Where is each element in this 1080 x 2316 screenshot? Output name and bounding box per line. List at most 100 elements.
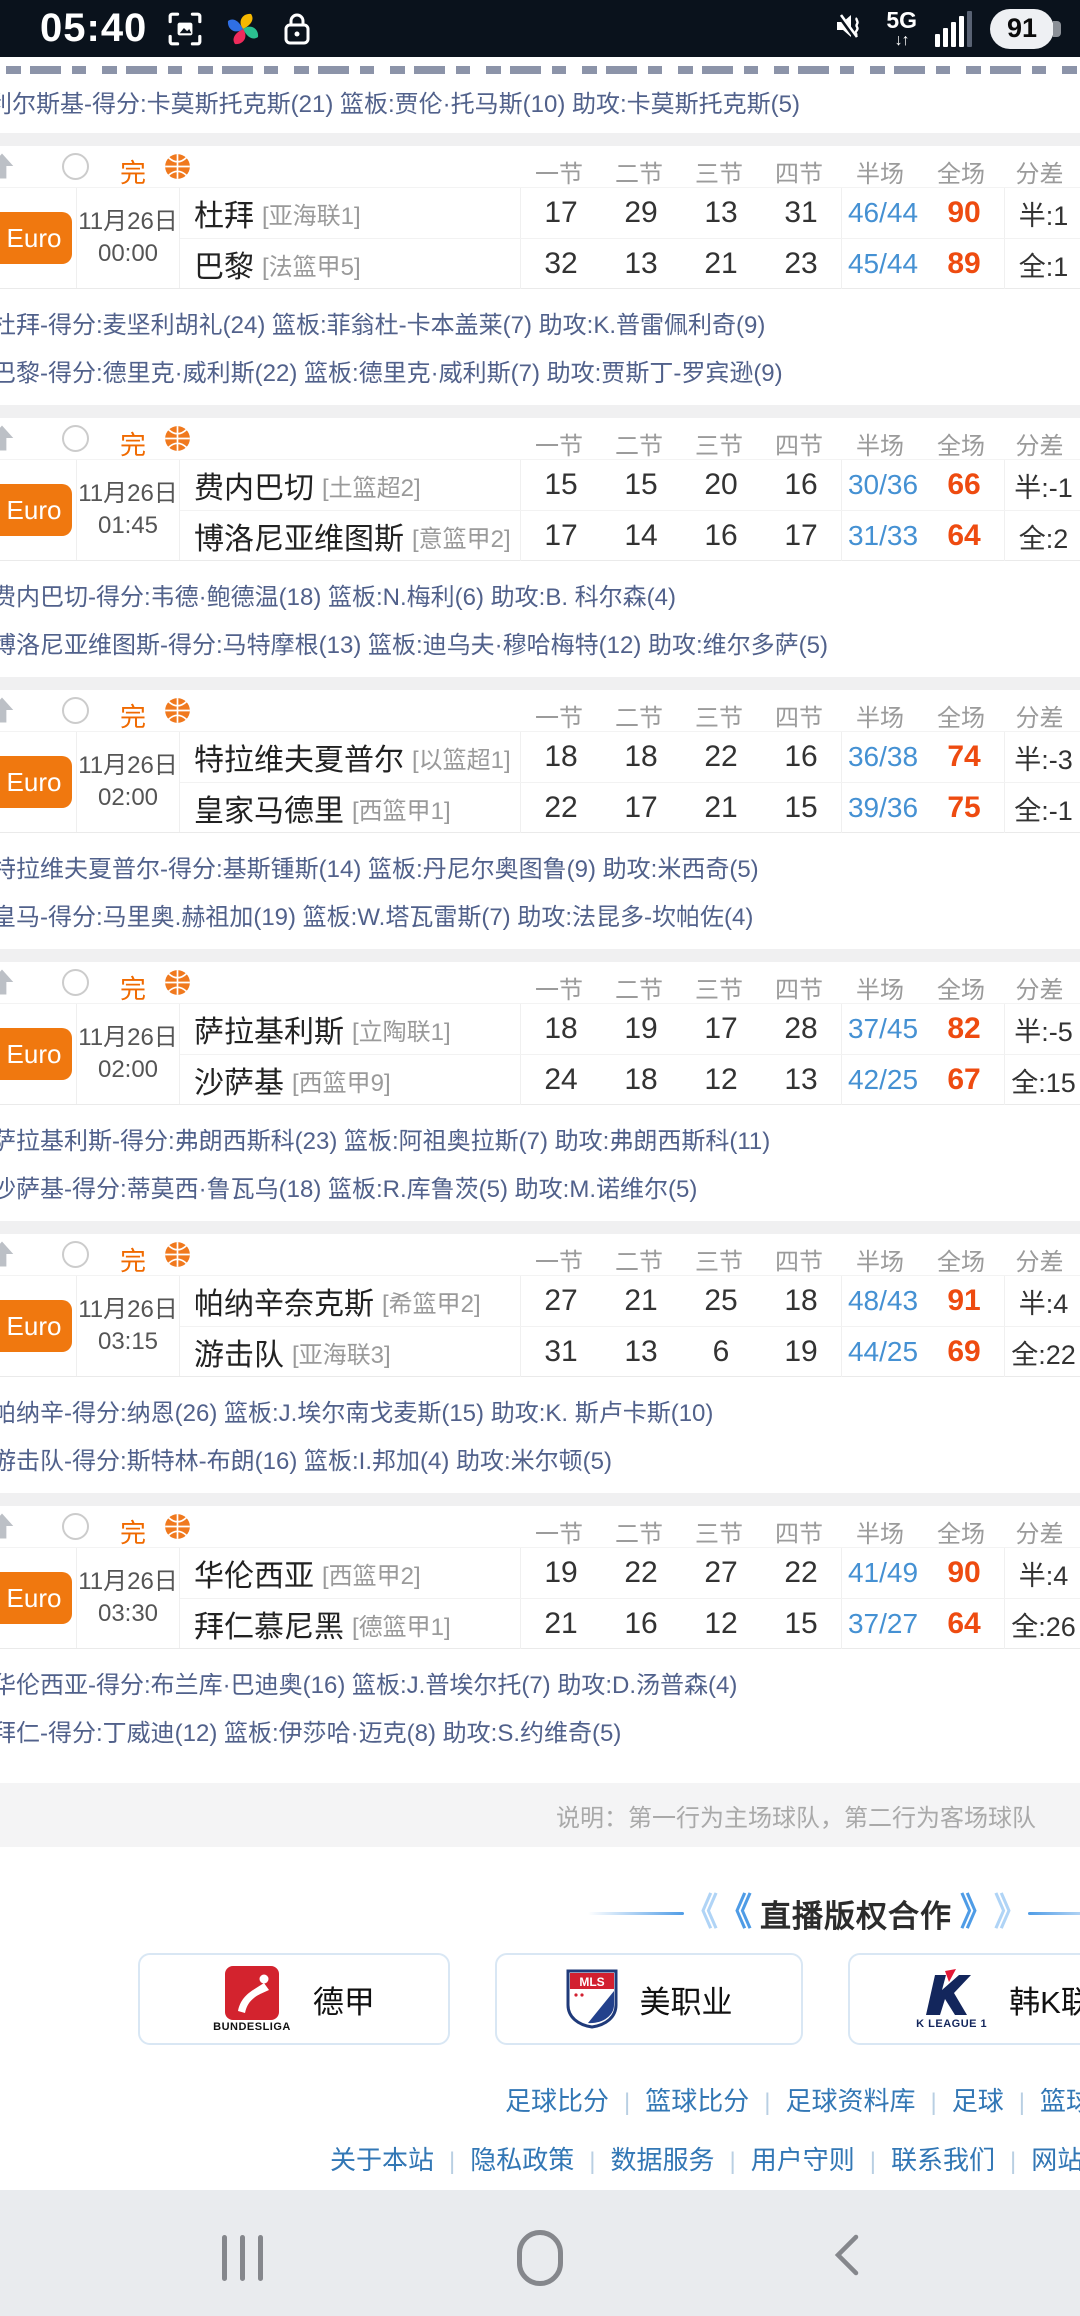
home-team-rank: [西篮甲2] xyxy=(322,1562,421,1590)
match-select-radio[interactable] xyxy=(62,969,89,996)
league-tag-badge[interactable]: Euro xyxy=(0,756,72,808)
home-total-score: 90 xyxy=(947,1556,981,1589)
away-team-name[interactable]: 游击队 xyxy=(194,1339,284,1372)
collapse-up-arrow-icon[interactable] xyxy=(0,967,17,1002)
footer-link[interactable]: 隐私政策 xyxy=(470,2145,610,2175)
footer-link[interactable]: 篮球 xyxy=(1040,2086,1080,2116)
footer-link[interactable]: 数据服务 xyxy=(611,2145,751,2175)
home-team-name[interactable]: 费内巴切 xyxy=(194,472,314,505)
home-team-row[interactable]: 杜拜 [亚海联1] 17 29 13 31 46/44 90 半:1 xyxy=(180,188,1080,238)
match-status-finished: 完 xyxy=(120,702,147,732)
match-select-radio[interactable] xyxy=(62,425,89,452)
collapse-up-arrow-icon[interactable] xyxy=(0,695,17,730)
away-total-score: 69 xyxy=(947,1335,981,1368)
away-q3-score: 6 xyxy=(712,1335,730,1368)
home-team-row[interactable]: 费内巴切 [土篮超2] 15 15 20 16 30/36 66 半:-1 xyxy=(180,460,1080,510)
league-tag-badge[interactable]: Euro xyxy=(0,1572,72,1624)
away-team-row[interactable]: 游击队 [亚海联3] 31 13 6 19 44/25 69 全:22 xyxy=(180,1326,1080,1377)
clock: 05:40 xyxy=(40,6,148,50)
section-divider xyxy=(0,1221,1080,1234)
home-team-name[interactable]: 特拉维夫夏普尔 xyxy=(194,744,404,777)
section-divider xyxy=(0,1493,1080,1506)
footer-link[interactable]: 网站地图 xyxy=(1031,2145,1080,2175)
collapse-up-arrow-icon[interactable] xyxy=(0,1239,17,1274)
home-q3-score: 20 xyxy=(704,468,738,501)
league-tag-badge[interactable]: Euro xyxy=(0,212,72,264)
away-team-row[interactable]: 巴黎 [法篮甲5] 32 13 21 23 45/44 89 全:1 xyxy=(180,238,1080,289)
match-date: 11月26日 xyxy=(78,1296,178,1323)
match-select-radio[interactable] xyxy=(62,1513,89,1540)
away-team-rank: [意篮甲2] xyxy=(412,525,511,553)
footer-link[interactable]: 用户守则 xyxy=(751,2145,891,2175)
away-team-row[interactable]: 拜仁慕尼黑 [德篮甲1] 21 16 12 15 37/27 64 全:26 xyxy=(180,1598,1080,1649)
match-status-finished: 完 xyxy=(120,158,147,188)
partner-card-bundesliga[interactable]: BUNDESLIGA 德甲 xyxy=(138,1953,450,2045)
home-team-row[interactable]: 华伦西亚 [西篮甲2] 19 22 27 22 41/49 90 半:4 xyxy=(180,1548,1080,1598)
away-team-rank: [西篮甲1] xyxy=(352,797,451,825)
home-button[interactable] xyxy=(517,2230,563,2286)
col-q4: 四节 xyxy=(775,977,823,1004)
col-half: 半场 xyxy=(856,977,904,1004)
league-tag-badge[interactable]: Euro xyxy=(0,484,72,536)
away-q2-score: 14 xyxy=(624,519,658,552)
home-q1-score: 15 xyxy=(544,468,578,501)
away-team-row[interactable]: 博洛尼亚维图斯 [意篮甲2] 17 14 16 17 31/33 64 全:2 xyxy=(180,510,1080,561)
away-q1-score: 24 xyxy=(544,1063,578,1096)
home-team-name[interactable]: 帕纳辛奈克斯 xyxy=(194,1288,374,1321)
home-team-name[interactable]: 华伦西亚 xyxy=(194,1560,314,1593)
footer-link[interactable]: 联系我们 xyxy=(891,2145,1031,2175)
footer-links-row1: 足球比分篮球比分足球资料库足球篮球比分应用体 xyxy=(505,2081,1080,2118)
collapse-up-arrow-icon[interactable] xyxy=(0,151,17,186)
league-tag-badge[interactable]: Euro xyxy=(0,1300,72,1352)
away-team-row[interactable]: 沙萨基 [西篮甲9] 24 18 12 13 42/25 67 全:15 xyxy=(180,1054,1080,1105)
away-team-row[interactable]: 皇家马德里 [西篮甲1] 22 17 21 15 39/36 75 全:-1 xyxy=(180,782,1080,833)
home-total-score: 91 xyxy=(947,1284,981,1317)
away-team-name[interactable]: 拜仁慕尼黑 xyxy=(194,1611,344,1644)
away-player-stat-line: 拜仁-得分:丁威迪(12) 篮板:伊莎哈·迈克(8) 助攻:S.约维奇(5) xyxy=(0,1720,622,1747)
full-diff: 全:-1 xyxy=(1004,783,1080,833)
footer-link[interactable]: 篮球比分 xyxy=(645,2086,785,2116)
away-team-name[interactable]: 沙萨基 xyxy=(194,1067,284,1100)
home-team-row[interactable]: 萨拉基利斯 [立陶联1] 18 19 17 28 37/45 82 半:-5 xyxy=(180,1004,1080,1054)
away-team-name[interactable]: 皇家马德里 xyxy=(194,795,344,828)
col-q3: 三节 xyxy=(695,433,743,460)
home-team-row[interactable]: 特拉维夫夏普尔 [以篮超1] 18 18 22 16 36/38 74 半:-3 xyxy=(180,732,1080,782)
collapse-up-arrow-icon[interactable] xyxy=(0,423,17,458)
home-team-row[interactable]: 帕纳辛奈克斯 [希篮甲2] 27 21 25 18 48/43 91 半:4 xyxy=(180,1276,1080,1326)
col-q1: 一节 xyxy=(535,1249,583,1276)
basketball-icon xyxy=(164,1241,191,1273)
away-team-name[interactable]: 博洛尼亚维图斯 xyxy=(194,523,404,556)
column-headers: 一节 二节 三节 四节 半场 全场 分差 xyxy=(519,970,1080,1005)
col-q3: 三节 xyxy=(695,705,743,732)
col-full: 全场 xyxy=(937,433,985,460)
away-team-name[interactable]: 巴黎 xyxy=(194,251,254,284)
match-card: 完 一节 二节 三节 四节 半场 全场 分差 Euro xyxy=(0,405,1080,677)
col-q4: 四节 xyxy=(775,705,823,732)
footer-link[interactable]: 足球 xyxy=(952,2086,1040,2116)
match-date: 11月26日 xyxy=(78,1024,178,1051)
match-select-radio[interactable] xyxy=(62,1241,89,1268)
league-tag-badge[interactable]: Euro xyxy=(0,1028,72,1080)
col-q1: 一节 xyxy=(535,705,583,732)
footer-link[interactable]: 足球资料库 xyxy=(786,2086,952,2116)
partner-card-kleague[interactable]: K LEAGUE 1 韩K联 xyxy=(848,1953,1080,2045)
match-select-radio[interactable] xyxy=(62,697,89,724)
home-team-name[interactable]: 萨拉基利斯 xyxy=(194,1016,344,1049)
decor-line-right xyxy=(1028,1911,1080,1915)
col-diff: 分差 xyxy=(1015,1521,1064,1548)
home-q2-score: 19 xyxy=(624,1012,658,1045)
recents-button[interactable] xyxy=(222,2235,263,2281)
back-button[interactable] xyxy=(830,2232,860,2283)
partner-card-mls[interactable]: MLS 美职业 xyxy=(495,1953,803,2045)
footer-link[interactable]: 足球比分 xyxy=(505,2086,645,2116)
collapse-up-arrow-icon[interactable] xyxy=(0,1511,17,1546)
col-q4: 四节 xyxy=(775,433,823,460)
footer-link[interactable]: 关于本站 xyxy=(330,2145,470,2175)
col-q2: 二节 xyxy=(615,977,663,1004)
match-select-radio[interactable] xyxy=(62,153,89,180)
away-q1-score: 32 xyxy=(544,247,578,280)
home-team-name[interactable]: 杜拜 xyxy=(194,200,254,233)
home-half-score: 37/45 xyxy=(847,1013,919,1044)
col-q1: 一节 xyxy=(535,433,583,460)
match-date: 11月26日 xyxy=(78,208,178,235)
